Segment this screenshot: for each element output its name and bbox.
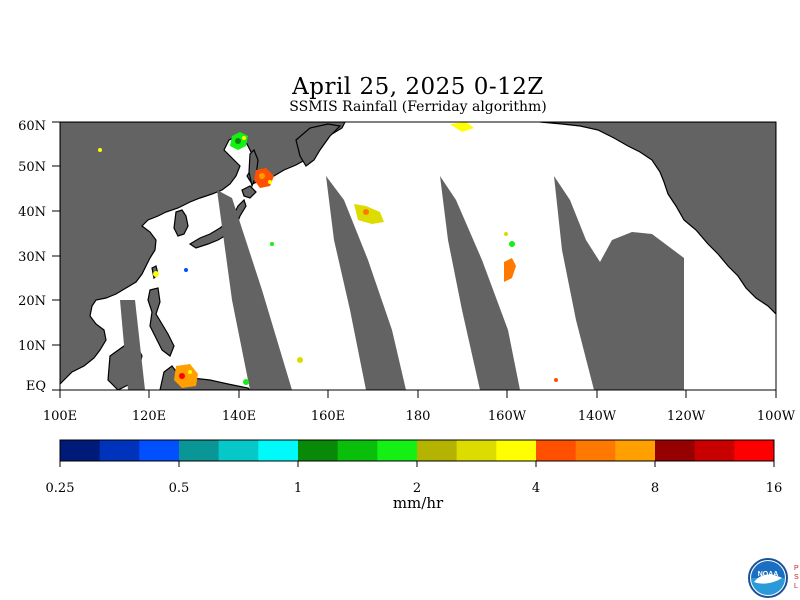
colorbar-swatch xyxy=(575,440,616,461)
colorbar-label-1: 1 xyxy=(294,481,302,496)
rain-patch-northpacific xyxy=(450,122,474,132)
colorbar-ticks xyxy=(59,461,775,467)
rain-patch-philippines xyxy=(174,364,198,388)
map-title: April 25, 2025 0-12Z xyxy=(292,74,544,100)
colorbar-swatch xyxy=(496,440,537,461)
colorbar-swatch xyxy=(615,440,656,461)
colorbar-swatch xyxy=(258,440,299,461)
colorbar-label-0.25: 0.25 xyxy=(46,481,75,496)
colorbar-swatch xyxy=(337,440,378,461)
lon-label-100e: 100E xyxy=(43,409,77,424)
lon-label-180: 180 xyxy=(406,409,431,424)
lat-ticks xyxy=(52,121,60,391)
swath-gap-5 xyxy=(554,176,684,390)
noaa-logo-text: NOAA xyxy=(758,571,779,578)
colorbar-swatch xyxy=(456,440,497,461)
land-korea xyxy=(173,209,189,237)
lat-label-10n: 10N xyxy=(18,339,46,354)
lon-label-140w: 140W xyxy=(578,409,617,424)
lon-label-100w: 100W xyxy=(757,409,796,424)
colorbar xyxy=(60,440,775,461)
lon-label-120w: 120W xyxy=(667,409,706,424)
colorbar-swatch xyxy=(694,440,735,461)
lat-label-40n: 40N xyxy=(18,205,46,220)
lon-ticks xyxy=(59,390,777,398)
colorbar-swatch xyxy=(99,440,140,461)
swath-gap-4 xyxy=(440,176,520,390)
lat-label-60n: 60N xyxy=(18,119,46,134)
lon-label-160w: 160W xyxy=(488,409,527,424)
lat-label-20n: 20N xyxy=(18,294,46,309)
svg-text:L: L xyxy=(794,583,798,590)
lon-label-140e: 140E xyxy=(222,409,256,424)
colorbar-swatch xyxy=(298,440,339,461)
colorbar-swatch xyxy=(536,440,577,461)
map-subtitle: SSMIS Rainfall (Ferriday algorithm) xyxy=(289,99,547,115)
land-alaska xyxy=(539,122,776,315)
colorbar-label-16: 16 xyxy=(766,481,783,496)
lat-label-30n: 30N xyxy=(18,250,46,265)
colorbar-swatch xyxy=(655,440,696,461)
colorbar-swatch xyxy=(218,440,259,461)
land-hokkaido xyxy=(241,185,257,199)
swath-gap-3 xyxy=(326,176,406,390)
lon-label-120e: 120E xyxy=(132,409,166,424)
colorbar-swatch xyxy=(139,440,180,461)
colorbar-swatch xyxy=(60,440,101,461)
rain-patch-eastpacific xyxy=(504,258,516,282)
colorbar-label-0.5: 0.5 xyxy=(169,481,190,496)
colorbar-label-8: 8 xyxy=(651,481,659,496)
land-kamchatka xyxy=(295,123,342,167)
lat-label-eq: EQ xyxy=(26,379,46,394)
rain-patch-midpacific xyxy=(354,204,384,224)
colorbar-swatch xyxy=(377,440,418,461)
lon-label-160e: 160E xyxy=(311,409,345,424)
noaa-logo[interactable]: NOAA P S L xyxy=(748,556,800,600)
map-plot-area xyxy=(60,122,776,390)
svg-text:P: P xyxy=(794,565,799,572)
land-philippines xyxy=(147,287,175,357)
colorbar-swatch xyxy=(734,440,775,461)
colorbar-swatch xyxy=(417,440,458,461)
swath-gap-1 xyxy=(120,300,145,390)
colorbar-label-4: 4 xyxy=(532,481,540,496)
colorbar-label-2: 2 xyxy=(413,481,421,496)
rainfall-patches xyxy=(98,122,558,388)
swath-gap-2 xyxy=(217,190,292,390)
svg-text:S: S xyxy=(794,574,799,581)
colorbar-swatch xyxy=(179,440,220,461)
colorbar-units: mm/hr xyxy=(392,494,444,512)
lat-label-50n: 50N xyxy=(18,160,46,175)
